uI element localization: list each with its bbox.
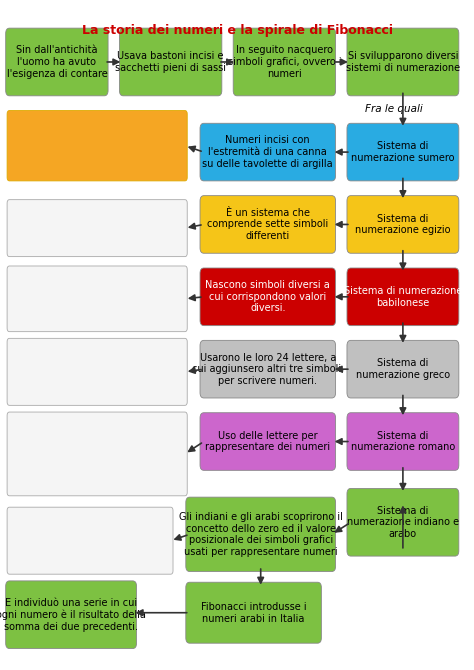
Text: Numeri incisi con
l'estremità di una canna
su delle tavolette di argilla: Numeri incisi con l'estremità di una can… xyxy=(202,135,333,169)
Text: Sistema di
numerazione romano: Sistema di numerazione romano xyxy=(351,431,455,452)
Text: Sistema di numerazione
babilonese: Sistema di numerazione babilonese xyxy=(344,286,462,308)
FancyBboxPatch shape xyxy=(7,412,187,496)
Text: Uso delle lettere per
rappresentare dei numeri: Uso delle lettere per rappresentare dei … xyxy=(205,431,330,452)
FancyBboxPatch shape xyxy=(6,581,137,649)
Text: Sistema di
numerazione sumero: Sistema di numerazione sumero xyxy=(351,141,455,163)
FancyBboxPatch shape xyxy=(7,266,187,332)
FancyBboxPatch shape xyxy=(233,28,336,96)
Text: Usarono le loro 24 lettere, a
cui aggiunsero altri tre simboli,
per scrivere num: Usarono le loro 24 lettere, a cui aggiun… xyxy=(191,352,344,386)
FancyBboxPatch shape xyxy=(200,196,336,253)
FancyBboxPatch shape xyxy=(200,123,336,181)
Text: E individuò una serie in cui
ogni numero è il risultato della
somma dei due prec: E individuò una serie in cui ogni numero… xyxy=(0,598,146,632)
FancyBboxPatch shape xyxy=(347,488,459,556)
Text: Sin dall'antichità
l'uomo ha avuto
l'esigenza di contare: Sin dall'antichità l'uomo ha avuto l'esi… xyxy=(7,46,107,78)
FancyBboxPatch shape xyxy=(347,196,459,253)
FancyBboxPatch shape xyxy=(200,413,336,470)
Text: Sistema di
numerazione indiano e
arabo: Sistema di numerazione indiano e arabo xyxy=(347,506,459,539)
Text: La storia dei numeri e la spirale di Fibonacci: La storia dei numeri e la spirale di Fib… xyxy=(82,23,392,37)
Text: Usava bastoni incisi e
sacchetti pieni di sassi: Usava bastoni incisi e sacchetti pieni d… xyxy=(115,51,226,73)
FancyBboxPatch shape xyxy=(7,200,187,257)
FancyBboxPatch shape xyxy=(6,28,108,96)
FancyBboxPatch shape xyxy=(7,507,173,574)
FancyBboxPatch shape xyxy=(347,268,459,326)
FancyBboxPatch shape xyxy=(119,28,222,96)
FancyBboxPatch shape xyxy=(186,497,336,572)
Text: Si svilupparono diversi
sistemi di numerazione: Si svilupparono diversi sistemi di numer… xyxy=(346,51,460,73)
FancyBboxPatch shape xyxy=(186,582,321,643)
Text: Gli indiani e gli arabi scoprirono il
concetto dello zero ed il valore
posiziona: Gli indiani e gli arabi scoprirono il co… xyxy=(179,512,343,557)
FancyBboxPatch shape xyxy=(347,340,459,398)
Text: Nascono simboli diversi a
cui corrispondono valori
diversi.: Nascono simboli diversi a cui corrispond… xyxy=(205,280,330,314)
FancyBboxPatch shape xyxy=(200,340,336,398)
FancyBboxPatch shape xyxy=(7,111,187,181)
FancyBboxPatch shape xyxy=(7,338,187,405)
Text: In seguito nacquero
simboli grafici, ovvero i
numeri: In seguito nacquero simboli grafici, ovv… xyxy=(228,46,341,78)
Text: È un sistema che
comprende sette simboli
differenti: È un sistema che comprende sette simboli… xyxy=(207,208,328,241)
Text: Fibonacci introdusse i
numeri arabi in Italia: Fibonacci introdusse i numeri arabi in I… xyxy=(201,602,306,624)
FancyBboxPatch shape xyxy=(347,28,459,96)
Text: Fra le quali: Fra le quali xyxy=(365,104,423,113)
Text: Sistema di
numerazione egizio: Sistema di numerazione egizio xyxy=(355,214,451,235)
FancyBboxPatch shape xyxy=(347,413,459,470)
FancyBboxPatch shape xyxy=(200,268,336,326)
Text: Sistema di
numerazione greco: Sistema di numerazione greco xyxy=(356,358,450,380)
FancyBboxPatch shape xyxy=(347,123,459,181)
